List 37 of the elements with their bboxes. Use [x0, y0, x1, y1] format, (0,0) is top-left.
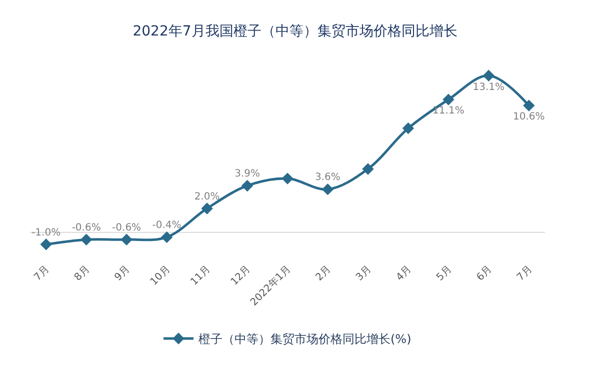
data-label: 11.1%	[432, 106, 464, 117]
data-label: -0.4%	[152, 220, 182, 232]
data-label: -0.6%	[112, 222, 142, 234]
point	[523, 100, 535, 112]
point	[402, 122, 414, 134]
x-tick-label: 11月	[188, 264, 213, 288]
x-tick-label: 8月	[72, 264, 92, 284]
point	[442, 94, 454, 106]
x-tick-label: 6月	[474, 264, 494, 284]
data-label: 10.6%	[513, 112, 545, 123]
point	[282, 172, 294, 184]
point	[120, 234, 132, 246]
x-tick-label: 7月	[32, 264, 52, 284]
point	[241, 180, 254, 192]
x-tick-label: 7月	[515, 264, 535, 284]
data-label: -0.6%	[72, 222, 101, 234]
point	[362, 163, 374, 175]
data-label: 3.6%	[315, 172, 340, 184]
data-label: 3.9%	[234, 168, 260, 180]
data-label: 13.1%	[472, 82, 505, 93]
point	[40, 238, 52, 250]
x-tick-label: 9月	[112, 264, 132, 284]
point	[322, 183, 334, 196]
point	[201, 202, 213, 214]
x-tick-label: 12月	[229, 264, 253, 288]
x-tick-label: 2月	[314, 264, 334, 284]
chart-title: 2022年7月我国橙子（中等）集贸市场价格同比增长	[132, 23, 458, 40]
x-tick-label: 4月	[394, 264, 414, 284]
point	[80, 234, 92, 246]
x-tick-label: 10月	[148, 264, 172, 288]
point	[160, 231, 173, 244]
point	[482, 70, 495, 82]
x-tick-label: 5月	[434, 264, 454, 284]
x-tick-label: 3月	[354, 264, 374, 284]
data-label: 2.0%	[194, 191, 220, 202]
legend-label: 橙子（中等）集贸市场价格同比增长(%)	[198, 332, 412, 346]
data-label: -1.0%	[32, 227, 61, 238]
